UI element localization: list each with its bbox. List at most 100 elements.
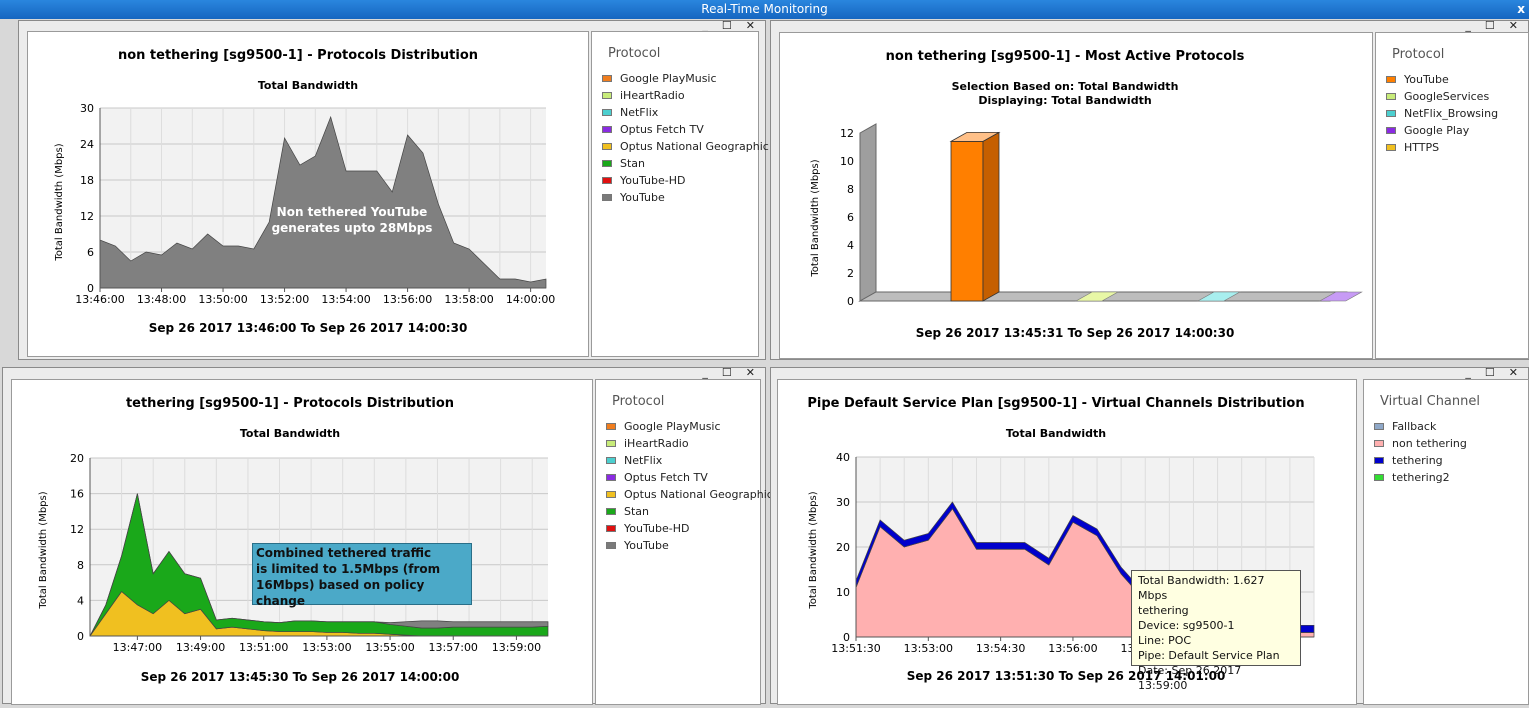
y-tick-label: 4 [847,239,854,252]
y-tick-label: 40 [836,451,850,464]
legend-item[interactable]: YouTube [602,191,665,204]
chart-area: tethering [sg9500-1] - Protocols Distrib… [11,379,593,705]
legend-item[interactable]: Optus National Geographic [606,488,773,501]
annotation-line: Non tethered YouTube [277,205,428,219]
x-tick-label: 13:53:00 [904,642,953,655]
legend-swatch [606,457,616,464]
minimize-button[interactable]: _ [1465,19,1471,32]
chart-subtitle: Selection Based on: Total Bandwidth [952,80,1179,93]
legend-item[interactable]: YouTube-HD [602,174,685,187]
legend-item[interactable]: NetFlix [602,106,658,119]
y-tick-label: 8 [847,183,854,196]
x-tick-label: 13:50:00 [198,293,247,306]
panel-window-buttons: _ ☐ ✕ [702,20,755,32]
legend-item[interactable]: non tethering [1374,437,1467,450]
close-button[interactable]: ✕ [745,366,755,379]
annotation-line: 16Mbps) based on policy change [256,578,425,608]
chart-subtitle: Total Bandwidth [1006,427,1106,440]
close-button[interactable]: ✕ [1508,366,1518,379]
legend-item[interactable]: NetFlix_Browsing [1386,107,1498,120]
legend: Protocol Google PlayMusic iHeartRadio NetF… [591,31,769,357]
legend-item[interactable]: YouTube [606,539,669,552]
legend-item[interactable]: YouTube [1386,73,1449,86]
annotation-line: is limited to 1.5Mbps (from [256,562,441,576]
close-button[interactable]: ✕ [1508,19,1518,32]
maximize-button[interactable]: ☐ [1484,366,1495,379]
chart-footer: Sep 26 2017 13:51:30 To Sep 26 2017 14:0… [907,669,1226,683]
legend-label: NetFlix [620,106,659,119]
legend-title: Protocol [612,394,665,409]
tooltip-line: Total Bandwidth: 1.627 Mbps [1138,574,1265,602]
legend-item[interactable]: Optus National Geographic [602,140,769,153]
minimize-button[interactable]: _ [702,366,708,379]
legend-label: Fallback [1392,420,1437,433]
legend-item[interactable]: iHeartRadio [602,89,685,102]
legend-item[interactable]: YouTube-HD [606,522,689,535]
annotation-line: generates upto 28Mbps [272,221,433,235]
legend-item[interactable]: Stan [602,157,645,170]
y-axis-label: Total Bandwidth (Mbps) [38,491,49,609]
tooltip-line: Device: sg9500-1 [1138,619,1235,632]
legend-swatch [606,491,616,498]
y-tick-label: 6 [87,246,94,259]
x-tick-label: 13:55:00 [365,641,414,654]
y-tick-label: 18 [80,174,94,187]
y-axis-label: Total Bandwidth (Mbps) [810,159,821,277]
legend-item[interactable]: Fallback [1374,420,1436,433]
x-tick-label: 13:56:00 [383,293,432,306]
legend-swatch [1374,423,1384,430]
tooltip-line: Pipe: Default Service Plan [1138,649,1280,662]
legend-swatch [602,109,612,116]
legend: Virtual Channel Fallback non tethering tet… [1363,379,1529,705]
y-tick-label: 2 [847,267,854,280]
legend-item[interactable]: Optus Fetch TV [606,471,708,484]
data-tooltip: Total Bandwidth: 1.627 Mbps tethering De… [1131,570,1301,692]
close-button[interactable]: ✕ [745,19,755,32]
chart-subtitle: Total Bandwidth [240,427,340,440]
x-tick-label: 13:54:30 [976,642,1025,655]
legend-label: Stan [620,157,646,170]
legend-item[interactable]: Optus Fetch TV [602,123,704,136]
legend-swatch [1386,110,1396,117]
legend-label: YouTube-HD [620,174,686,187]
maximize-button[interactable]: ☐ [721,366,732,379]
window-close-button[interactable]: x [1517,2,1525,16]
legend-item[interactable]: tethering2 [1374,471,1450,484]
legend-item[interactable]: GoogleServices [1386,90,1489,103]
tooltip-line: Line: POC [1138,634,1192,647]
y-tick-label: 16 [70,488,84,501]
legend-swatch [602,126,612,133]
y-tick-label: 10 [840,155,854,168]
legend-title: Virtual Channel [1380,394,1480,409]
legend-swatch [606,474,616,481]
legend-item[interactable]: NetFlix [606,454,662,467]
back-wall [859,123,877,302]
legend-swatch [1374,457,1384,464]
legend-item[interactable]: Google PlayMusic [606,420,721,433]
tooltip-line: tethering [1138,604,1189,617]
legend-label: iHeartRadio [624,437,689,450]
legend-swatch [1386,93,1396,100]
y-tick-label: 30 [80,102,94,115]
maximize-button[interactable]: ☐ [721,19,732,32]
legend: Protocol Google PlayMusic iHeartRadio NetF… [595,379,773,705]
y-tick-label: 8 [77,559,84,572]
y-tick-label: 6 [847,211,854,224]
legend-item[interactable]: Google PlayMusic [602,72,717,85]
legend-item[interactable]: HTTPS [1386,141,1439,154]
legend-item[interactable]: Stan [606,505,649,518]
minimize-button[interactable]: _ [1465,366,1471,379]
panel-tethering-protocols: _ ☐ ✕ tethering [sg9500-1] - Protocols D… [2,366,773,705]
y-tick-label: 0 [77,630,84,643]
legend-title: Protocol [1392,47,1445,62]
legend-item[interactable]: iHeartRadio [606,437,689,450]
bar-side [982,131,1000,302]
minimize-button[interactable]: _ [702,19,708,32]
maximize-button[interactable]: ☐ [1484,19,1495,32]
legend-label: GoogleServices [1404,90,1490,103]
annotation-line: Combined tethered traffic [256,546,432,560]
legend-item[interactable]: tethering [1374,454,1443,467]
legend-item[interactable]: Google Play [1386,124,1469,137]
legend-label: NetFlix [624,454,663,467]
legend: Protocol YouTube GoogleServices NetFlix_Br… [1375,32,1529,359]
